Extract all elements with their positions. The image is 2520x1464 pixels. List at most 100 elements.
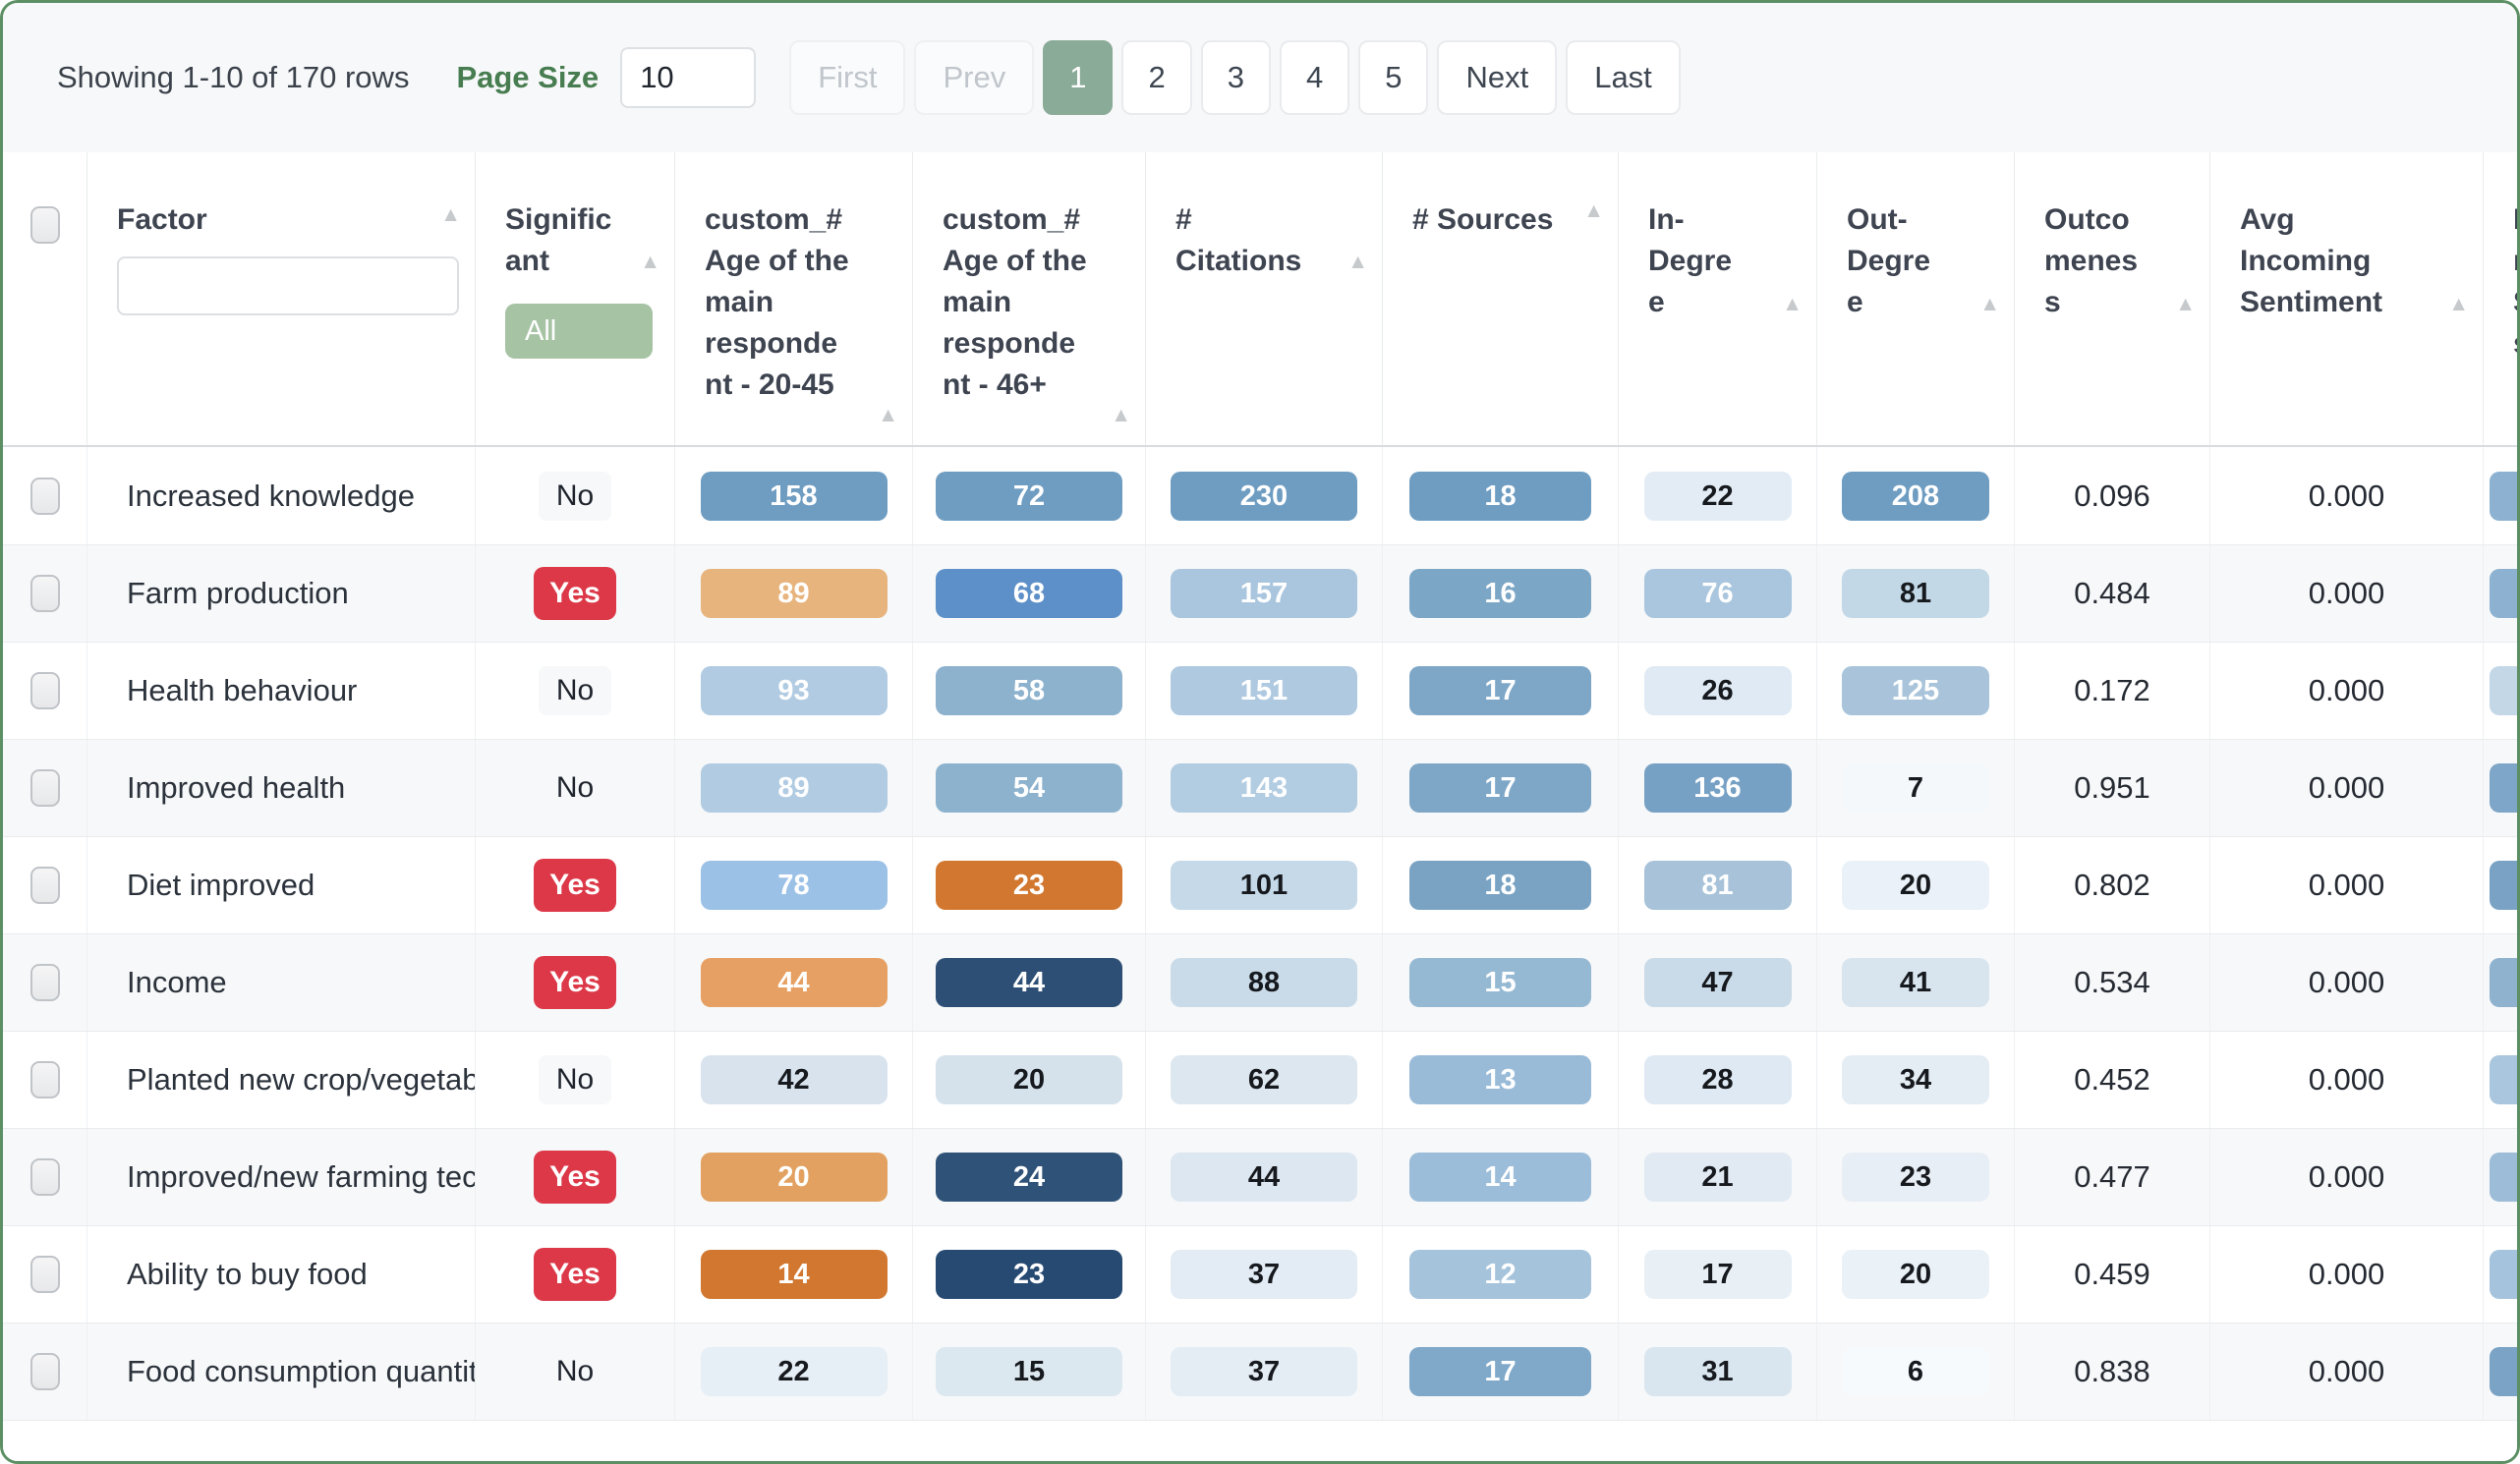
age-20-45-cell: 44 [674, 934, 912, 1031]
sort-arrow-icon[interactable]: ▲ [2448, 293, 2469, 315]
factor-cell: Improved health [86, 740, 475, 836]
significant-filter-badge[interactable]: All [505, 304, 653, 359]
significant-cell: Yes [475, 1129, 674, 1225]
age-20-45-cell: 42 [674, 1032, 912, 1128]
sort-arrow-icon[interactable]: ▲ [1782, 293, 1803, 315]
column-header[interactable]: custom_# Age of the main respondent - 20… [674, 152, 912, 445]
select-all-checkbox[interactable] [29, 206, 60, 244]
page-button-last[interactable]: Last [1566, 40, 1681, 115]
sort-arrow-icon[interactable]: ▲ [878, 404, 898, 426]
avg-incoming-sentiment-cell: 0.000 [2209, 1226, 2483, 1323]
page-button-2[interactable]: 2 [1121, 40, 1192, 115]
in-degree-cell: 76 [1618, 545, 1816, 642]
table-row: Diet improved Yes 78 23 101 18 81 20 0.8… [3, 836, 2517, 933]
column-header-label[interactable]: # Sources [1412, 203, 1554, 236]
column-header[interactable]: Out-Degree ▲ [1816, 152, 2014, 445]
clipped-sentiment-cell [2483, 740, 2517, 836]
row-checkbox[interactable] [29, 477, 60, 515]
row-checkbox[interactable] [29, 1158, 60, 1196]
value-badge: 20 [1842, 861, 1989, 910]
page-button-prev[interactable]: Prev [914, 40, 1035, 115]
significant-badge: No [538, 763, 612, 813]
sort-arrow-icon[interactable]: ▲ [440, 203, 461, 226]
value-badge: 26 [1643, 666, 1792, 715]
column-header[interactable]: Factor ▲ [86, 152, 475, 445]
sort-arrow-icon[interactable]: ▲ [1111, 404, 1131, 426]
column-header-label[interactable]: # Citations [1175, 203, 1302, 277]
factor-filter-input[interactable] [117, 256, 459, 315]
column-header[interactable]: Outcomeness ▲ [2014, 152, 2209, 445]
column-header-label[interactable]: Factor [117, 203, 207, 236]
value-badge: 37 [1171, 1347, 1357, 1396]
column-header-label[interactable]: custom_# Age of the main respondent - 46… [943, 203, 1087, 401]
value-badge: 68 [936, 569, 1122, 618]
value-badge: 24 [936, 1153, 1122, 1202]
column-header[interactable]: custom_# Age of the main respondent - 46… [912, 152, 1145, 445]
value-badge: 37 [1171, 1250, 1357, 1299]
sort-arrow-icon[interactable]: ▲ [2175, 293, 2196, 315]
clipped-value-badge [2490, 861, 2517, 910]
column-header-label[interactable]: Outcomeness [2044, 203, 2139, 318]
column-header-label[interactable]: Avg Incoming Sentiment [2240, 203, 2383, 318]
row-checkbox[interactable] [29, 964, 60, 1001]
sort-arrow-icon[interactable]: ▲ [1979, 293, 2000, 315]
significant-cell: No [475, 447, 674, 544]
row-checkbox[interactable] [29, 575, 60, 612]
column-header-label[interactable]: custom_# Age of the main respondent - 20… [705, 203, 849, 401]
row-checkbox[interactable] [29, 769, 60, 807]
column-header[interactable]: In S s ▲ [2483, 152, 2517, 445]
row-checkbox[interactable] [29, 672, 60, 709]
row-checkbox-cell [3, 740, 86, 836]
page-button-first[interactable]: First [789, 40, 906, 115]
avg-incoming-sentiment-cell: 0.000 [2209, 1129, 2483, 1225]
significant-badge: Yes [534, 956, 616, 1009]
age-46plus-cell: 20 [912, 1032, 1145, 1128]
value-badge: 93 [700, 666, 888, 715]
out-degree-cell: 23 [1816, 1129, 2014, 1225]
value-badge: 81 [1643, 861, 1792, 910]
sort-arrow-icon[interactable]: ▲ [640, 251, 660, 273]
sort-arrow-icon[interactable]: ▲ [1583, 199, 1604, 222]
age-46plus-cell: 58 [912, 643, 1145, 739]
citations-cell: 230 [1145, 447, 1382, 544]
clipped-value-badge [2490, 569, 2517, 618]
avg-incoming-sentiment-cell: 0.000 [2209, 1032, 2483, 1128]
sources-cell: 12 [1382, 1226, 1618, 1323]
column-header-label[interactable]: In-Degree [1648, 203, 1733, 318]
row-checkbox[interactable] [29, 1256, 60, 1293]
page-button-3[interactable]: 3 [1200, 40, 1271, 115]
sort-arrow-icon[interactable]: ▲ [1347, 251, 1368, 273]
citations-cell: 151 [1145, 643, 1382, 739]
page-button-1[interactable]: 1 [1043, 40, 1114, 115]
column-header[interactable]: # Sources ▲ [1382, 152, 1618, 445]
clipped-value-badge [2490, 1153, 2517, 1202]
citations-cell: 157 [1145, 545, 1382, 642]
column-header[interactable]: In-Degree ▲ [1618, 152, 1816, 445]
page-size-label: Page Size [456, 60, 600, 94]
column-header-label[interactable]: Significant [505, 203, 612, 277]
clipped-sentiment-cell [2483, 837, 2517, 933]
row-checkbox[interactable] [29, 1061, 60, 1098]
clipped-sentiment-cell [2483, 934, 2517, 1031]
column-header[interactable]: Avg Incoming Sentiment ▲ [2209, 152, 2483, 445]
row-checkbox[interactable] [29, 867, 60, 904]
column-header-label[interactable]: In S s [2513, 199, 2517, 365]
page-button-4[interactable]: 4 [1279, 40, 1350, 115]
column-header-label[interactable]: Out-Degree [1847, 203, 1931, 318]
value-badge: 17 [1409, 1347, 1591, 1396]
rows-summary: Showing 1-10 of 170 rows [57, 60, 410, 94]
clipped-value-badge [2490, 471, 2517, 521]
page-button-5[interactable]: 5 [1358, 40, 1429, 115]
row-checkbox[interactable] [29, 1353, 60, 1390]
value-badge: 6 [1842, 1347, 1989, 1396]
page-button-next[interactable]: Next [1437, 40, 1558, 115]
in-degree-cell: 26 [1618, 643, 1816, 739]
significant-cell: No [475, 1323, 674, 1420]
citations-cell: 44 [1145, 1129, 1382, 1225]
sources-cell: 18 [1382, 837, 1618, 933]
clipped-value-badge [2490, 763, 2517, 813]
column-header[interactable]: Significant ▲ All [475, 152, 674, 445]
out-degree-cell: 81 [1816, 545, 2014, 642]
column-header[interactable]: # Citations ▲ [1145, 152, 1382, 445]
page-size-input[interactable] [620, 47, 757, 108]
